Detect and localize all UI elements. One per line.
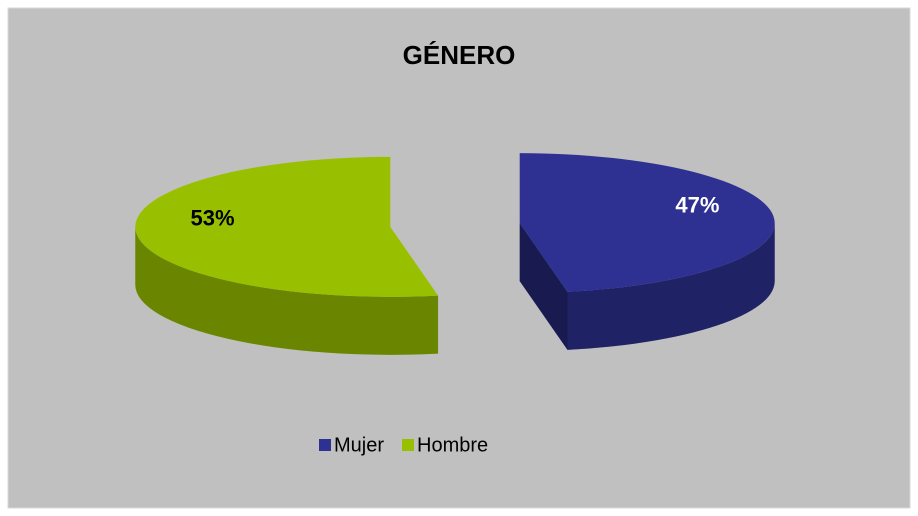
slice-face-shade	[519, 223, 568, 350]
slice-side-shade	[135, 226, 439, 355]
data-label: 47%	[675, 192, 719, 217]
legend-swatch	[319, 439, 331, 451]
slice-face	[519, 223, 568, 350]
slice-side	[135, 226, 439, 355]
legend-label: Hombre	[417, 434, 488, 456]
data-label: 53%	[191, 205, 235, 230]
legend-swatch	[402, 439, 415, 451]
slice-side-shade	[567, 223, 775, 350]
slice-side	[567, 223, 775, 350]
slice	[135, 156, 439, 297]
slice	[519, 153, 775, 292]
legend-label: Mujer	[334, 434, 384, 456]
chart-title: GÉNERO	[403, 40, 516, 70]
